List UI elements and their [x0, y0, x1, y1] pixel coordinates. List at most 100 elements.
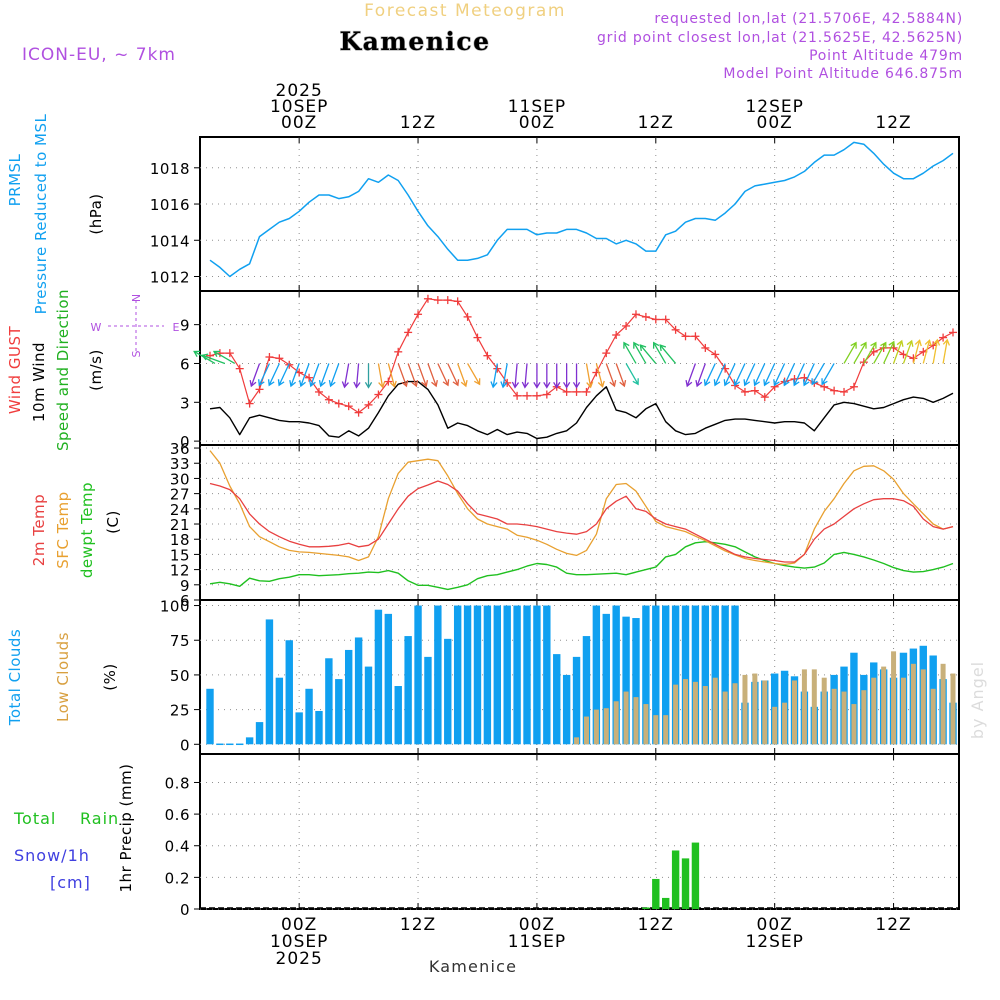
wind-direction-arrowhead [452, 379, 460, 387]
wind-direction-arrow [912, 340, 921, 364]
wind-direction-arrow [387, 363, 396, 387]
wind-direction-arrowhead [685, 380, 693, 388]
low-cloud-bar [653, 715, 659, 745]
total-cloud-bar [483, 605, 492, 745]
low-cloud-bar [821, 677, 827, 745]
wind-label: 10m Wind [30, 342, 48, 422]
total-label: Total [13, 809, 56, 828]
value-tick-label: 18 [170, 531, 190, 549]
wind-direction-arrowhead [389, 380, 397, 388]
panel-clouds: 0 25 50 75 100 [160, 598, 960, 755]
value-tick-label: 0 [180, 736, 190, 754]
wind-direction-arrowhead [753, 379, 760, 387]
total-cloud-bar [582, 636, 591, 745]
wind-direction-arrowhead [802, 379, 810, 387]
dewpt-label: dewpt Temp [78, 482, 96, 578]
wind-direction-arrowhead [401, 380, 409, 388]
grid-info-line: Point Altitude 479m [809, 48, 963, 64]
wind-direction-arrow [397, 363, 408, 387]
watermark: by Angel [968, 661, 987, 739]
value-tick-label: 1018 [150, 160, 190, 178]
value-tick-label: 9 [180, 317, 190, 335]
wind-direction-arrowhead [212, 350, 220, 358]
snow-unit-label: [cm] [50, 873, 91, 892]
wind-direction-arrow [524, 363, 528, 388]
time-label-top: 00Z [757, 113, 793, 133]
clouds-unit-label: (%) [101, 663, 119, 690]
wind-direction-arrowhead [299, 380, 306, 388]
total-cloud-bar [513, 605, 521, 745]
wind-direction-arrow [329, 363, 340, 387]
wind-direction-arrow [803, 363, 815, 386]
total-cloud-bar [612, 605, 620, 745]
low-cloud-bar [683, 679, 689, 745]
wind-direction-arrow [278, 363, 290, 386]
value-tick-label: 12 [170, 562, 190, 580]
value-tick-label: 3 [180, 394, 190, 412]
wind-direction-arrow [310, 363, 320, 387]
wind-direction-arrow [734, 363, 746, 386]
value-tick-label: 21 [170, 516, 190, 534]
value-tick-label: 30 [170, 470, 190, 488]
wind-direction-arrow [724, 363, 736, 386]
low-cloud-bar [603, 708, 609, 745]
compass-north: N [130, 294, 143, 302]
wind-direction-arrowhead [623, 341, 630, 349]
wind-direction-arrowhead [353, 381, 361, 389]
total-cloud-bar [434, 605, 442, 745]
total-cloud-bar [602, 613, 610, 745]
total-cloud-bar [265, 619, 274, 745]
panel-precip: 0 0.2 0.4 0.6 0.8 [165, 753, 960, 919]
wind-direction-arrow [659, 344, 677, 364]
wind-direction-arrowhead [442, 379, 450, 387]
wind-direction-arrow [686, 363, 697, 387]
total-cloud-bar [364, 666, 373, 745]
value-tick-label: 1012 [150, 269, 190, 287]
wind-direction-arrow [300, 363, 310, 387]
low-cloud-bar [762, 680, 768, 745]
total-cloud-bar [850, 652, 858, 745]
temp-2m-label: 2m Temp [30, 494, 48, 566]
wind-direction-arrowhead [328, 380, 336, 388]
low-cloud-bar [871, 677, 877, 745]
wind-direction-arrowhead [277, 379, 285, 387]
total-cloud-bar [543, 605, 551, 745]
value-tick-label: 15 [170, 546, 190, 564]
time-label-top: 2025 [276, 81, 323, 101]
total-cloud-bar [245, 737, 254, 745]
wind-direction-arrowhead [811, 378, 818, 386]
total-cloud-bar [642, 605, 650, 745]
dewpoint-line [209, 541, 954, 591]
time-label-bottom: 00Z [757, 915, 793, 935]
low-cloud-bar [722, 691, 728, 745]
wind-direction-arrow [863, 342, 877, 364]
value-tick-label: 6 [180, 592, 190, 610]
compass-east: E [173, 321, 180, 334]
value-tick-label: 75 [170, 632, 190, 650]
wind-direction-arrow [355, 363, 360, 388]
total-cloud-bar [374, 609, 383, 745]
total-cloud-bar [562, 674, 571, 745]
wind-direction-arrowhead [792, 379, 800, 387]
total-cloud-bar [533, 605, 541, 745]
wind-direction-arrow [696, 363, 706, 387]
panel-pressure: 1012 1014 1016 1018 [150, 136, 960, 292]
wind-direction-arrowhead [267, 379, 275, 387]
rain-label: Rain [80, 809, 119, 828]
wind-direction-arrow [585, 363, 592, 388]
wind-direction-arrow [883, 341, 895, 364]
low-cloud-bar [702, 686, 708, 745]
low-cloud-bar [623, 691, 629, 745]
surface-temp-line [209, 450, 954, 566]
wind-direction-arrow [653, 342, 667, 364]
value-tick-label: 0 [180, 433, 190, 451]
wind-direction-arrow [783, 363, 796, 386]
wind-direction-arrow [744, 363, 756, 386]
time-label-top: 00Z [519, 113, 555, 133]
wind-direction-arrowhead [533, 381, 541, 389]
total-cloud-bar [701, 605, 710, 745]
total-cloud-bar [206, 688, 214, 745]
total-cloud-bar [335, 679, 343, 745]
wind-direction-arrow [843, 342, 857, 364]
wind-direction-arrowhead [870, 341, 877, 349]
